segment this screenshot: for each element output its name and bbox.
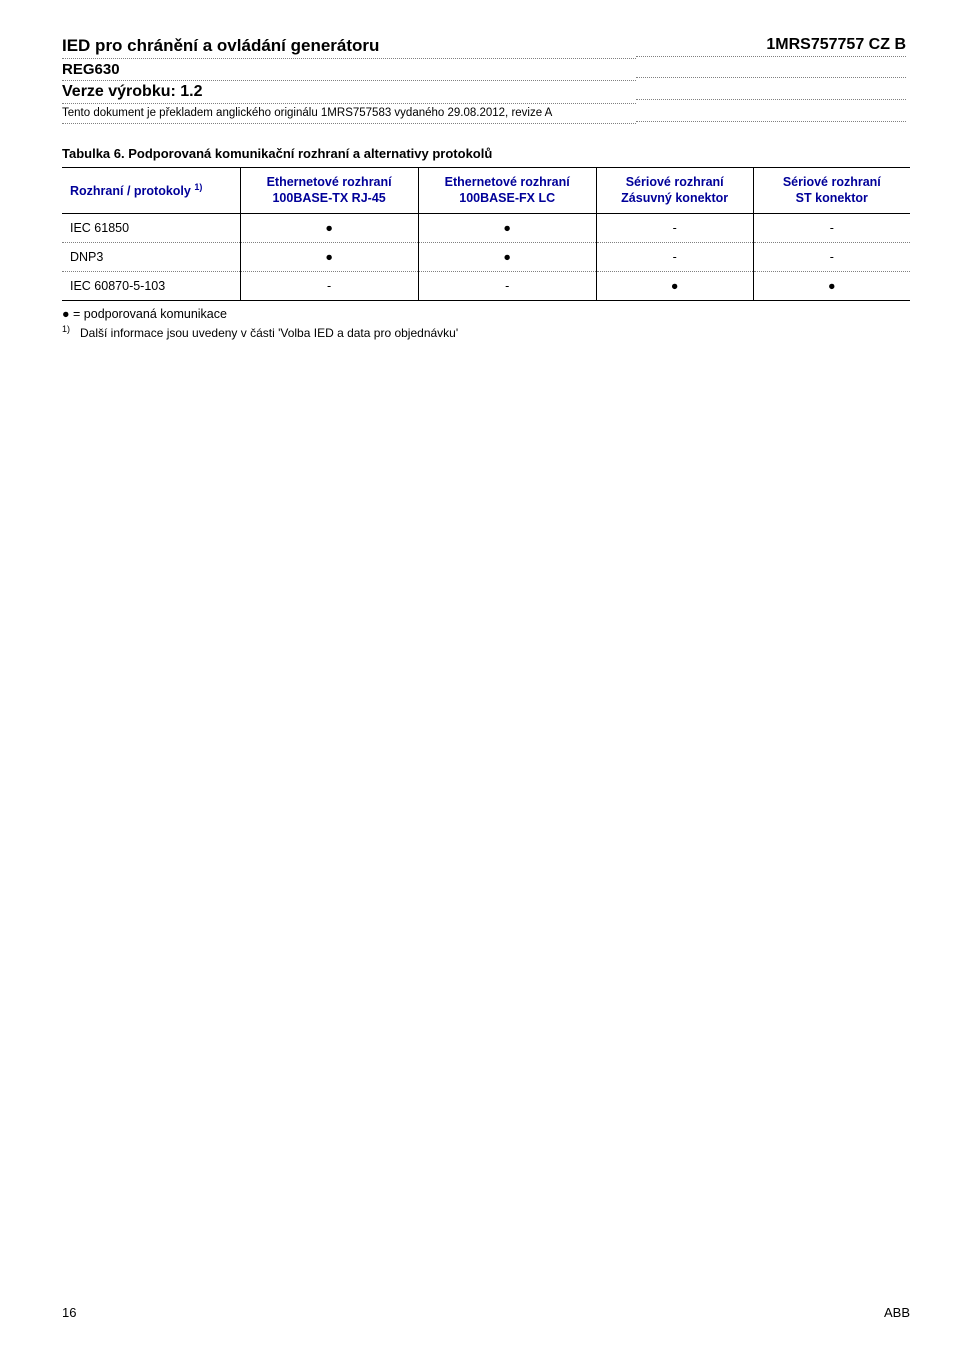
protocol-table: Rozhraní / protokoly 1) Ethernetové rozh… bbox=[62, 167, 910, 301]
table-legend: ● = podporovaná komunikace bbox=[62, 307, 910, 321]
header-left-block: IED pro chránění a ovládání generátoru R… bbox=[62, 34, 636, 124]
cell: ● bbox=[596, 271, 753, 300]
cell: ● bbox=[418, 213, 596, 242]
row-label: IEC 61850 bbox=[62, 213, 240, 242]
cell: ● bbox=[418, 242, 596, 271]
cell: ● bbox=[240, 213, 418, 242]
col-header-serial-plug: Sériové rozhraní Zásuvný konektor bbox=[596, 168, 753, 214]
col-header-protocols: Rozhraní / protokoly 1) bbox=[62, 168, 240, 214]
col-header-serial-st: Sériové rozhraní ST konektor bbox=[753, 168, 910, 214]
col-header-eth-tx: Ethernetové rozhraní 100BASE-TX RJ-45 bbox=[240, 168, 418, 214]
header-empty-row bbox=[636, 78, 906, 100]
cell: - bbox=[596, 213, 753, 242]
table-footnote: 1) Další informace jsou uvedeny v části … bbox=[62, 326, 910, 340]
cell: ● bbox=[753, 271, 910, 300]
table-caption: Tabulka 6. Podporovaná komunikační rozhr… bbox=[62, 146, 910, 161]
page-footer: 16 ABB bbox=[62, 1305, 910, 1320]
row-label: DNP3 bbox=[62, 242, 240, 271]
table-row: DNP3 ● ● - - bbox=[62, 242, 910, 271]
header-empty-row bbox=[636, 100, 906, 122]
header-empty-row bbox=[636, 57, 906, 78]
doc-version: Verze výrobku: 1.2 bbox=[62, 81, 636, 104]
page-number: 16 bbox=[62, 1305, 76, 1320]
row-label: IEC 60870-5-103 bbox=[62, 271, 240, 300]
header-right-block: 1MRS757757 CZ B bbox=[636, 34, 910, 124]
cell: - bbox=[753, 242, 910, 271]
table-header-row: Rozhraní / protokoly 1) Ethernetové rozh… bbox=[62, 168, 910, 214]
doc-model: REG630 bbox=[62, 59, 636, 81]
cell: ● bbox=[240, 242, 418, 271]
doc-note: Tento dokument je překladem anglického o… bbox=[62, 104, 636, 124]
table-row: IEC 60870-5-103 - - ● ● bbox=[62, 271, 910, 300]
doc-code: 1MRS757757 CZ B bbox=[636, 34, 906, 57]
cell: - bbox=[418, 271, 596, 300]
doc-title: IED pro chránění a ovládání generátoru bbox=[62, 34, 636, 59]
cell: - bbox=[240, 271, 418, 300]
cell: - bbox=[753, 213, 910, 242]
cell: - bbox=[596, 242, 753, 271]
footer-brand: ABB bbox=[884, 1305, 910, 1320]
footnote-sup: 1) bbox=[62, 324, 70, 334]
document-header: IED pro chránění a ovládání generátoru R… bbox=[62, 34, 910, 124]
table-row: IEC 61850 ● ● - - bbox=[62, 213, 910, 242]
col-header-eth-fx: Ethernetové rozhraní 100BASE-FX LC bbox=[418, 168, 596, 214]
footnote-text: Další informace jsou uvedeny v části 'Vo… bbox=[80, 326, 458, 340]
